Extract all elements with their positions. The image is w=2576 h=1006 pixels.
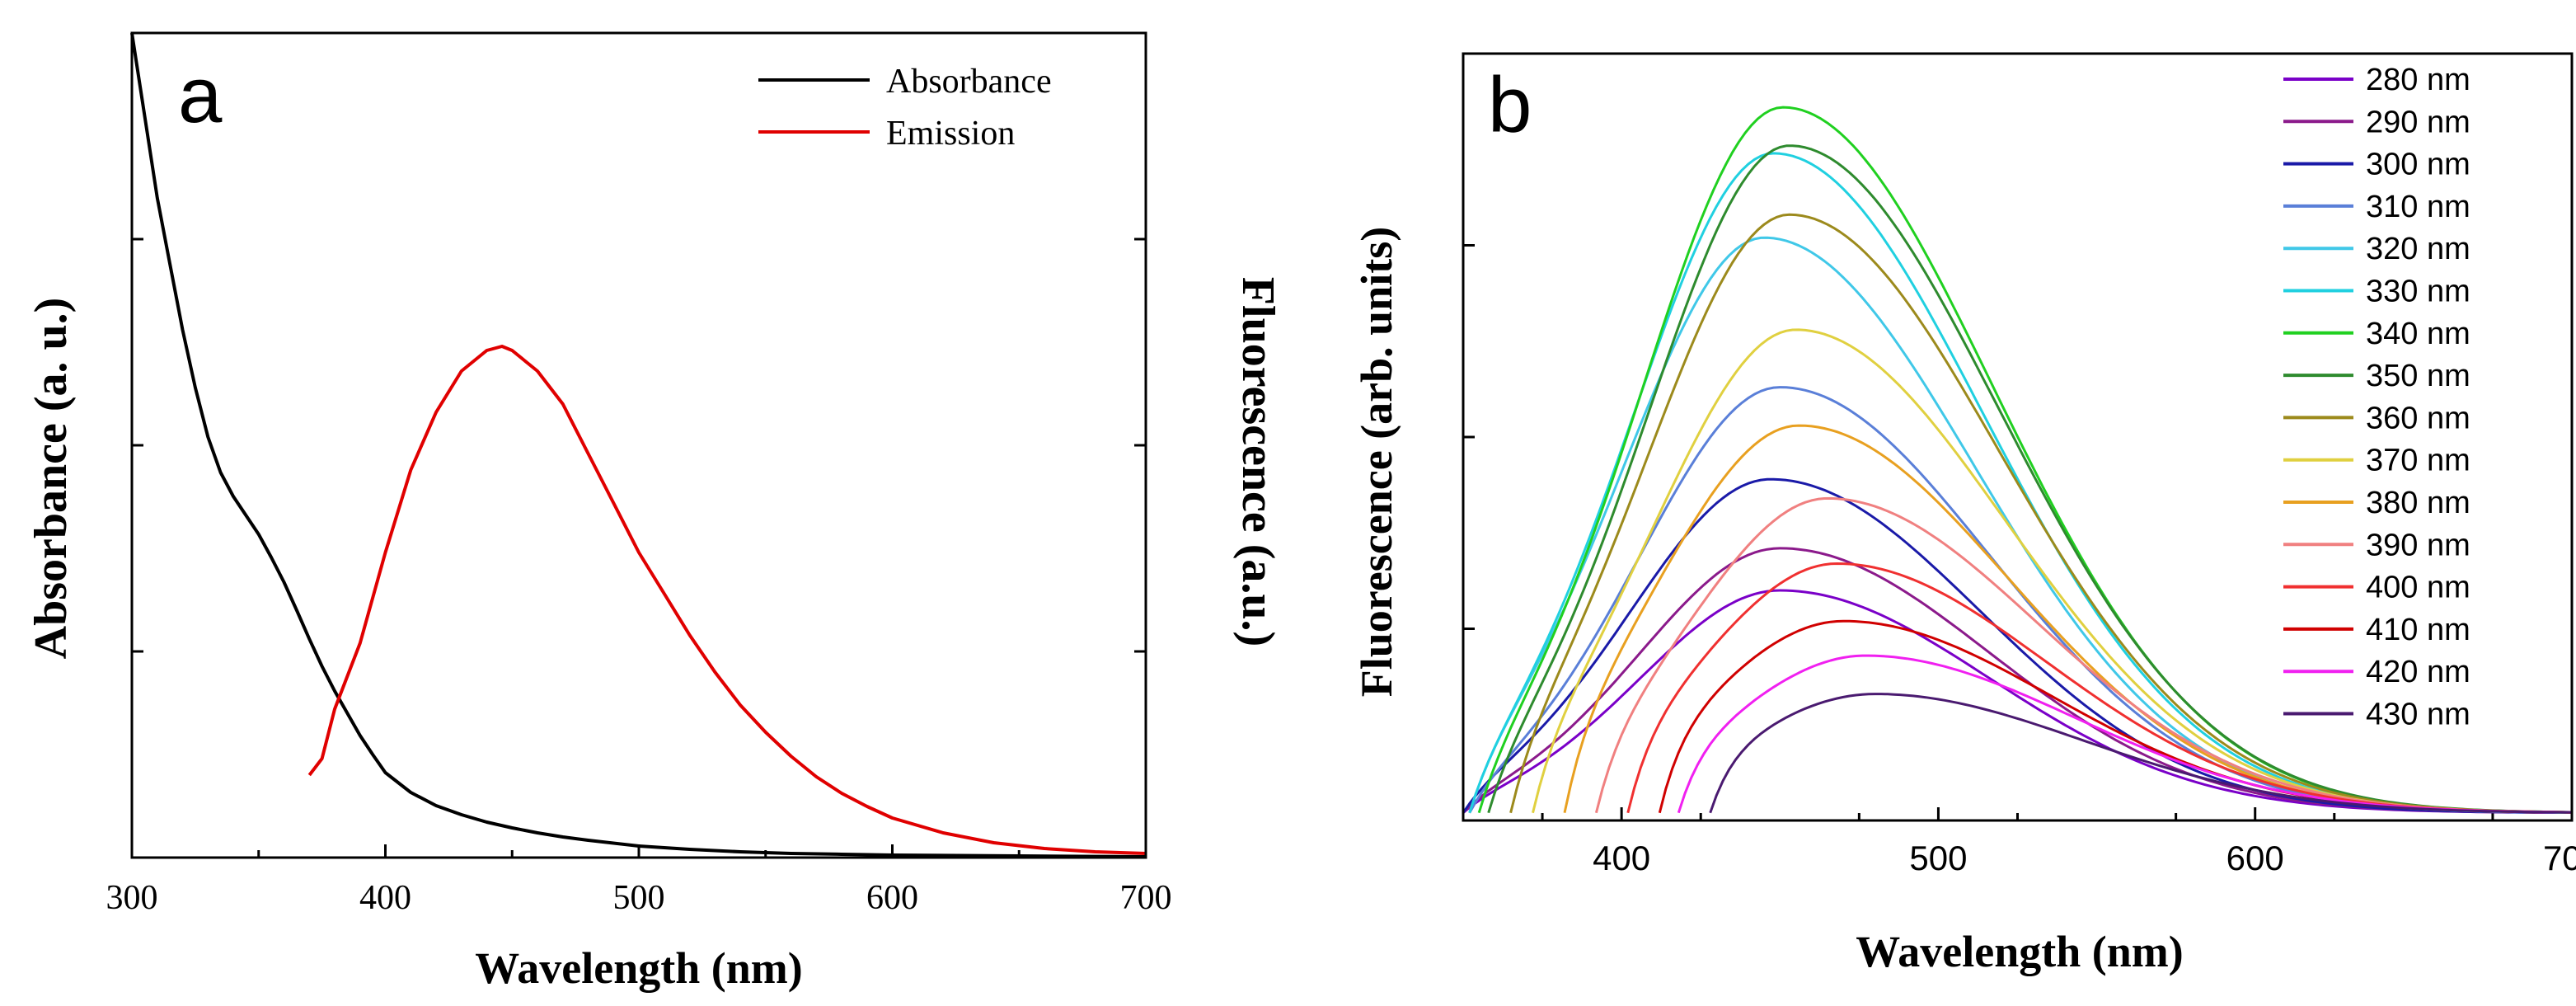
panel-b-legend: 280 nm 290 nm 300 nm 310 nm 320 nm 330 nm 340 … — [2283, 63, 2470, 732]
panel-a-label: a — [178, 51, 223, 139]
legend-label-280nm: 280 nm — [2366, 63, 2470, 97]
panel-b: b Fluorescence (arb. units) Wavelength (… — [1352, 52, 2576, 976]
panel-a-legend: Absorbance Emission — [758, 63, 1052, 153]
series-line-emission — [307, 345, 1147, 855]
panel-a-y2label: Fluorescence (a.u.) — [1232, 277, 1283, 646]
panel-b-frame — [1462, 52, 2574, 822]
legend-label-430nm: 430 nm — [2366, 698, 2470, 732]
legend-label-380nm: 380 nm — [2366, 486, 2470, 520]
series-line-absorbance — [130, 32, 1147, 858]
panel-a-frame — [130, 31, 1147, 859]
panel-b-xtick-label-500: 500 — [1909, 839, 1967, 877]
panel-a-marks — [130, 32, 1147, 858]
legend-label-320nm: 320 nm — [2366, 232, 2470, 266]
legend-label-290nm: 290 nm — [2366, 105, 2470, 139]
panel-b-xtick-label-400: 400 — [1593, 839, 1650, 877]
panel-b-xtick-label-700: 700 — [2543, 839, 2576, 877]
panel-b-xtick-label-600: 600 — [2226, 839, 2284, 877]
legend-label-410nm: 410 nm — [2366, 613, 2470, 647]
legend-label-340nm: 340 nm — [2366, 317, 2470, 351]
panel-a-x-ticks: 300 400 500 600 700 — [106, 31, 1172, 917]
panel-a-xlabel: Wavelength (nm) — [475, 943, 803, 993]
panel-a-xtick-label-300: 300 — [106, 879, 158, 917]
panel-b-x-ticks: 400 500 600 700 — [1463, 244, 2576, 877]
panel-a-xtick-label-500: 500 — [613, 879, 665, 917]
legend-label-360nm: 360 nm — [2366, 401, 2470, 435]
panel-b-label: b — [1488, 61, 1532, 149]
panel-a: a Absorbance (a. u.) Fluorescence (a.u.)… — [26, 31, 1283, 993]
panel-a-xtick-label-600: 600 — [866, 879, 918, 917]
panel-a-xtick-label-700: 700 — [1120, 879, 1172, 917]
series-line-430nm — [1709, 693, 2572, 814]
legend-label-390nm: 390 nm — [2366, 528, 2470, 562]
legend-label-370nm: 370 nm — [2366, 444, 2470, 478]
panel-b-xlabel: Wavelength (nm) — [1856, 927, 2184, 976]
panel-b-ylabel: Fluorescence (arb. units) — [1352, 227, 1401, 697]
legend-label-310nm: 310 nm — [2366, 190, 2470, 224]
legend-label-420nm: 420 nm — [2366, 655, 2470, 689]
legend-label-350nm: 350 nm — [2366, 359, 2470, 393]
panel-b-marks — [1462, 106, 2573, 814]
panel-a-ylabel: Absorbance (a. u.) — [26, 298, 77, 660]
legend-label-absorbance: Absorbance — [886, 63, 1052, 101]
legend-label-emission: Emission — [886, 115, 1015, 153]
series-line-300nm — [1462, 477, 2572, 814]
panel-a-xtick-label-400: 400 — [359, 879, 411, 917]
legend-label-330nm: 330 nm — [2366, 275, 2470, 309]
legend-label-300nm: 300 nm — [2366, 148, 2470, 182]
legend-label-400nm: 400 nm — [2366, 571, 2470, 605]
